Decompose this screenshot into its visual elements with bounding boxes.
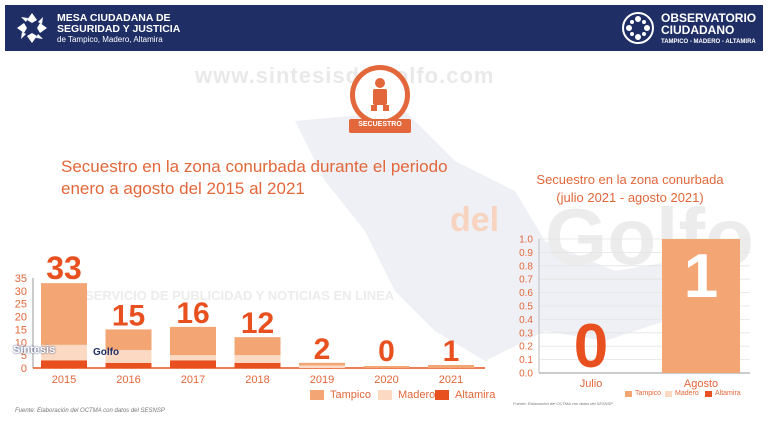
chart2-legend-madero-label: Madero bbox=[675, 390, 699, 397]
watermark-url: www.sintesisdelgolfo.com bbox=[195, 63, 495, 88]
chart2-total-label: 0 bbox=[574, 312, 608, 381]
chart1-total-label: 12 bbox=[241, 307, 274, 340]
chart2-ytick-label: 0.5 bbox=[519, 302, 533, 313]
chart2-ytick-label: 0.8 bbox=[519, 261, 533, 272]
chart1-xtick-label: 2021 bbox=[439, 374, 463, 386]
chart2-ytick-label: 0.4 bbox=[519, 315, 533, 326]
chart2-legend-madero: Madero bbox=[665, 390, 699, 397]
chart1-bar-madero bbox=[105, 350, 152, 363]
corner-brand-golfo: Golfo bbox=[93, 347, 120, 358]
chart1-legend-altamira: Altamira bbox=[435, 389, 495, 401]
chart2-xtick-label: Agosto bbox=[684, 378, 718, 390]
chart2-legend-tampico: Tampico bbox=[625, 390, 661, 397]
chart1-total-label: 16 bbox=[176, 297, 209, 330]
chart1-bar-madero bbox=[170, 355, 216, 361]
chart1-ytick-label: 20 bbox=[15, 312, 27, 324]
chart1-ytick-label: 5 bbox=[21, 350, 27, 362]
chart1-bar-min bbox=[428, 365, 474, 368]
chart2-ytick-label: 0.0 bbox=[519, 369, 533, 380]
mexico-map-watermark-icon bbox=[295, 111, 675, 361]
chart1-bar-altamira bbox=[41, 360, 87, 368]
chart1-legend-tampico: Tampico bbox=[310, 389, 371, 401]
chart2-legend-tampico-label: Tampico bbox=[635, 390, 662, 397]
chart1-xtick-label: 2020 bbox=[374, 374, 398, 386]
chart1-total-label: 33 bbox=[46, 250, 82, 286]
chart1-bar-madero bbox=[41, 344, 87, 361]
mesa-title-line1: MESA CIUDADANA DE bbox=[57, 12, 171, 24]
mesa-title-line2: SEGURIDAD Y JUSTICIA bbox=[57, 23, 181, 35]
chart2-ytick-label: 0.1 bbox=[519, 355, 533, 366]
chart2-ytick-label: 0.9 bbox=[519, 248, 533, 259]
secuestro-badge-icon bbox=[349, 65, 411, 133]
infographic-panel: www.sintesisdelgolfo.com SERVICIO DE PUB… bbox=[5, 51, 763, 435]
chart1-total-label: 0 bbox=[378, 335, 395, 368]
chart1-legend-madero: Madero bbox=[378, 389, 435, 401]
observatorio-logo-icon bbox=[621, 11, 655, 45]
chart1-legend-altamira-swatch bbox=[435, 390, 449, 400]
chart1-xtick-label: 2016 bbox=[116, 374, 140, 386]
chart1-xtick-label: 2015 bbox=[52, 374, 76, 386]
chart1-bar-altamira bbox=[234, 362, 281, 368]
chart2-bar-tampico bbox=[662, 239, 740, 373]
chart1-legend-tampico-label: Tampico bbox=[330, 389, 371, 401]
chart1-total-label: 1 bbox=[443, 335, 460, 368]
chart2-ytick-label: 0.3 bbox=[519, 328, 533, 339]
chart1-total-label: 2 bbox=[314, 333, 331, 366]
chart1-legend-tampico-swatch bbox=[310, 390, 324, 400]
chart1-ytick-label: 15 bbox=[15, 324, 27, 336]
chart1-legend-madero-swatch bbox=[378, 390, 392, 400]
watermark-del: del bbox=[450, 201, 500, 239]
chart1-ytick-label: 10 bbox=[15, 337, 27, 349]
observatorio-subtitle: TAMPICO - MADERO - ALTAMIRA bbox=[661, 39, 756, 45]
chart2-xtick-label: Julio bbox=[580, 378, 603, 390]
chart2-source: Fuente: Elaboración del OCTMA con datos … bbox=[513, 401, 613, 406]
chart1-bar-zero bbox=[363, 366, 410, 368]
chart2-ytick-label: 1.0 bbox=[519, 235, 533, 246]
chart2-ytick-label: 0.2 bbox=[519, 342, 533, 353]
chart1-bar-madero bbox=[299, 365, 345, 368]
chart1-bar-tampico bbox=[299, 362, 345, 366]
chart1-total-label: 15 bbox=[112, 299, 145, 332]
mesa-ciudadana-logo-icon bbox=[15, 11, 49, 45]
chart2-title-line2: (julio 2021 - agosto 2021) bbox=[556, 190, 704, 205]
chart1-bar-tampico bbox=[41, 283, 87, 345]
chart1-legend-altamira-label: Altamira bbox=[455, 389, 496, 401]
chart1-source: Fuente: Elaboración del OCTMA con datos … bbox=[15, 408, 165, 414]
observatorio-title-line2: CIUDADANO bbox=[661, 23, 735, 37]
chart2-legend-altamira-swatch bbox=[705, 390, 712, 397]
header-bar: MESA CIUDADANA DE SEGURIDAD Y JUSTICIA d… bbox=[5, 5, 763, 51]
mesa-subtitle: de Tampico, Madero, Altamira bbox=[57, 35, 163, 44]
chart1-ytick-label: 0 bbox=[21, 363, 27, 375]
observatorio-title-line1: OBSERVATORIO bbox=[661, 11, 757, 25]
watermark-tagline: SERVICIO DE PUBLICIDAD Y NOTICIAS EN LIN… bbox=[85, 288, 395, 303]
chart2-legend-tampico-swatch bbox=[625, 390, 632, 397]
chart1-bar-tampico bbox=[170, 326, 216, 356]
chart1-title-line2: enero a agosto del 2015 al 2021 bbox=[61, 179, 305, 198]
chart1-bar-tampico bbox=[105, 329, 152, 350]
chart2-title-line1: Secuestro en la zona conurbada bbox=[536, 172, 724, 187]
corner-brand-sintesis: Síntesis bbox=[13, 344, 56, 356]
secuestro-badge-label: SECUESTRO bbox=[358, 121, 402, 128]
chart2-ytick-label: 0.6 bbox=[519, 288, 533, 299]
chart1-bar-altamira bbox=[170, 360, 216, 368]
chart1-ytick-label: 35 bbox=[15, 273, 27, 285]
chart2-legend-madero-swatch bbox=[665, 390, 672, 397]
chart1-legend-madero-label: Madero bbox=[398, 389, 436, 401]
chart2-legend-altamira-label: Altamira bbox=[715, 390, 741, 397]
chart2-total-label: 1 bbox=[684, 242, 718, 311]
chart2-legend-altamira: Altamira bbox=[705, 390, 741, 397]
chart1-title-line1: Secuestro en la zona conurbada durante e… bbox=[61, 157, 448, 176]
chart2-ytick-label: 0.7 bbox=[519, 275, 533, 286]
chart1-xtick-label: 2018 bbox=[245, 374, 269, 386]
chart1-xtick-label: 2017 bbox=[181, 374, 205, 386]
chart1-ytick-label: 25 bbox=[15, 299, 27, 311]
chart1-bar-altamira bbox=[105, 362, 152, 368]
chart1-ytick-label: 30 bbox=[15, 286, 27, 298]
chart1-bar-tampico bbox=[234, 337, 281, 356]
chart1-bar-madero bbox=[234, 355, 281, 363]
chart1-xtick-label: 2019 bbox=[310, 374, 334, 386]
